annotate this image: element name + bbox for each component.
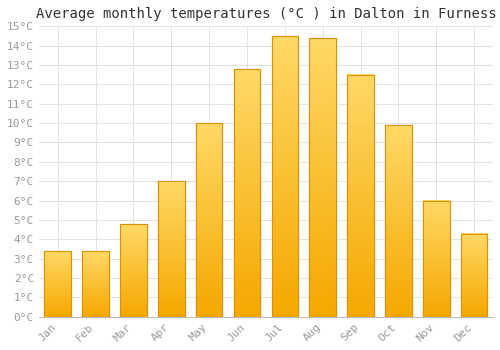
Bar bbox=[234, 69, 260, 317]
Bar bbox=[385, 125, 411, 317]
Bar bbox=[82, 251, 109, 317]
Bar bbox=[423, 201, 450, 317]
Bar bbox=[272, 36, 298, 317]
Bar bbox=[310, 38, 336, 317]
Bar bbox=[120, 224, 146, 317]
Bar bbox=[461, 233, 487, 317]
Bar bbox=[423, 201, 450, 317]
Bar bbox=[120, 224, 146, 317]
Bar bbox=[348, 75, 374, 317]
Bar bbox=[348, 75, 374, 317]
Title: Average monthly temperatures (°C ) in Dalton in Furness: Average monthly temperatures (°C ) in Da… bbox=[36, 7, 496, 21]
Bar bbox=[234, 69, 260, 317]
Bar bbox=[196, 123, 222, 317]
Bar bbox=[310, 38, 336, 317]
Bar bbox=[385, 125, 411, 317]
Bar bbox=[196, 123, 222, 317]
Bar bbox=[44, 251, 71, 317]
Bar bbox=[82, 251, 109, 317]
Bar bbox=[272, 36, 298, 317]
Bar bbox=[461, 233, 487, 317]
Bar bbox=[158, 181, 184, 317]
Bar bbox=[44, 251, 71, 317]
Bar bbox=[158, 181, 184, 317]
